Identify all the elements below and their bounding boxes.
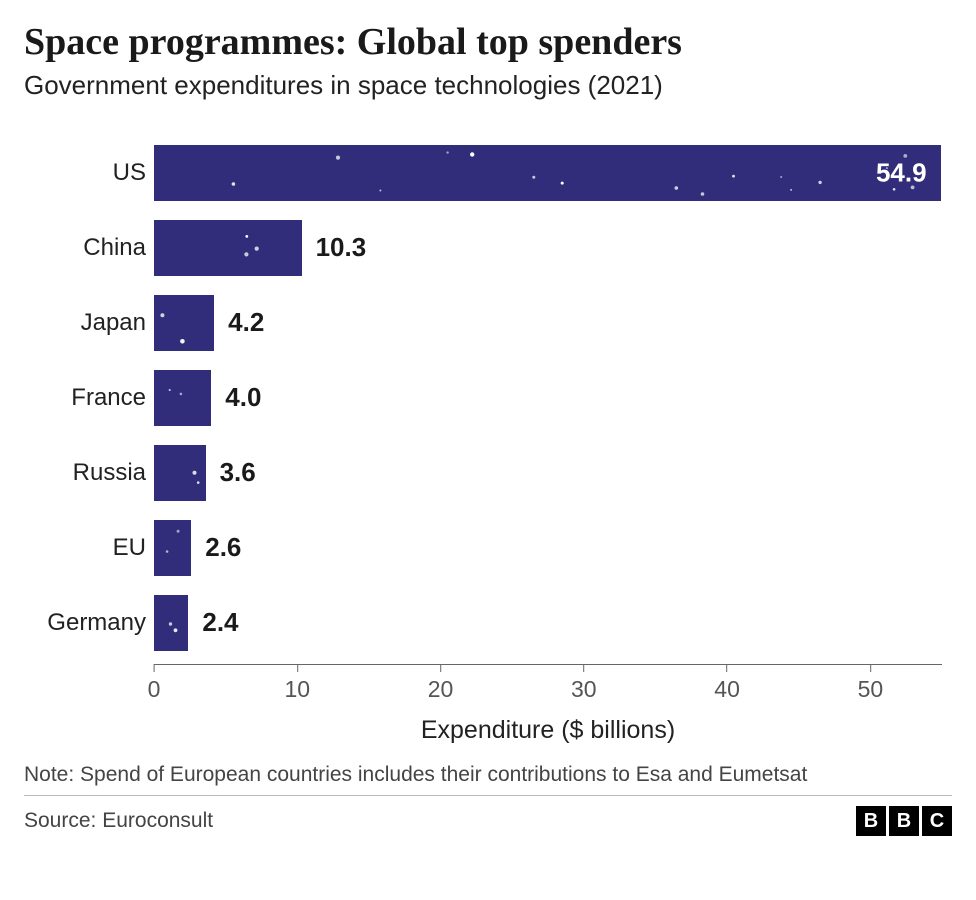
x-axis-ticks: 01020304050 — [154, 664, 942, 714]
x-tick: 40 — [714, 664, 740, 703]
x-axis-label: Expenditure ($ billions) — [154, 716, 942, 745]
value-label: 4.2 — [228, 307, 264, 338]
bar-row: EU2.6 — [154, 510, 942, 585]
value-label: 2.4 — [202, 607, 238, 638]
x-tick: 30 — [571, 664, 597, 703]
tick-label: 10 — [284, 676, 310, 703]
category-label: China — [24, 234, 146, 262]
x-tick: 50 — [858, 664, 884, 703]
bar — [154, 370, 211, 426]
bar-row: France4.0 — [154, 360, 942, 435]
value-label: 10.3 — [316, 232, 367, 263]
bar-row: China10.3 — [154, 210, 942, 285]
tick-label: 40 — [714, 676, 740, 703]
bbc-logo-block: C — [922, 806, 952, 836]
bar-row: Germany2.4 — [154, 585, 942, 660]
category-label: Japan — [24, 309, 146, 337]
tick-label: 30 — [571, 676, 597, 703]
value-label: 2.6 — [205, 532, 241, 563]
bar — [154, 445, 206, 501]
category-label: EU — [24, 534, 146, 562]
tick-mark — [297, 664, 298, 672]
value-label: 54.9 — [876, 157, 927, 188]
x-tick: 20 — [428, 664, 454, 703]
category-label: US — [24, 159, 146, 187]
x-tick: 0 — [148, 664, 161, 703]
chart-subtitle: Government expenditures in space technol… — [24, 70, 952, 101]
chart-area: US54.9China10.3Japan4.2France4.0Russia3.… — [24, 135, 952, 745]
chart-note: Note: Spend of European countries includ… — [24, 763, 952, 796]
bar — [154, 295, 214, 351]
bar — [154, 220, 302, 276]
tick-mark — [583, 664, 584, 672]
x-tick: 10 — [284, 664, 310, 703]
bbc-logo-block: B — [889, 806, 919, 836]
bar-row: US54.9 — [154, 135, 942, 210]
bar — [154, 595, 188, 651]
bar: 54.9 — [154, 145, 941, 201]
source-text: Source: Euroconsult — [24, 809, 213, 833]
tick-label: 50 — [858, 676, 884, 703]
tick-mark — [440, 664, 441, 672]
category-label: Russia — [24, 459, 146, 487]
bbc-logo-block: B — [856, 806, 886, 836]
category-label: France — [24, 384, 146, 412]
tick-label: 20 — [428, 676, 454, 703]
tick-mark — [870, 664, 871, 672]
bar — [154, 520, 191, 576]
bars-container: US54.9China10.3Japan4.2France4.0Russia3.… — [154, 135, 942, 664]
value-label: 4.0 — [225, 382, 261, 413]
value-label: 3.6 — [220, 457, 256, 488]
tick-label: 0 — [148, 676, 161, 703]
tick-mark — [727, 664, 728, 672]
bar-row: Japan4.2 — [154, 285, 942, 360]
category-label: Germany — [24, 609, 146, 637]
bar-row: Russia3.6 — [154, 435, 942, 510]
chart-title: Space programmes: Global top spenders — [24, 20, 952, 64]
bbc-logo: BBC — [856, 806, 952, 836]
footer: Source: Euroconsult BBC — [24, 806, 952, 836]
tick-mark — [153, 664, 154, 672]
